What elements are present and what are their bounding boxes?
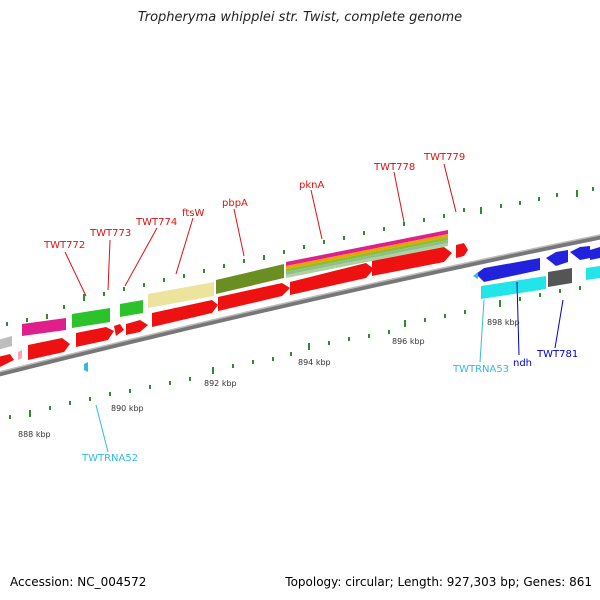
gene-label-pkna: pknA <box>299 180 324 191</box>
gene-label-twtrna53: TWTRNA53 <box>452 364 509 375</box>
gene-callouts <box>64 163 457 297</box>
gene-label-ndh: ndh <box>513 358 532 369</box>
gene-label-twt779: TWT779 <box>423 152 465 163</box>
scale-label-890: 890 kbp <box>111 404 144 413</box>
gene-label-twt774: TWT774 <box>135 217 177 228</box>
gene-magenta <box>22 318 66 336</box>
gene-grey-left <box>0 336 12 350</box>
gene-khaki <box>148 282 214 308</box>
scale-label-894: 894 kbp <box>298 358 331 367</box>
gene-label-pbpa: pbpA <box>222 198 248 209</box>
scale-label-898: 898 kbp <box>487 318 520 327</box>
accession-label: Accession: NC_004572 <box>10 575 147 589</box>
gene-label-twt781: TWT781 <box>536 349 578 360</box>
outer-tick-ring <box>6 187 594 326</box>
gene-label-ftsw: ftsW <box>182 208 204 219</box>
gene-green-1 <box>72 308 110 328</box>
gene-label-twt772: TWT772 <box>43 240 85 251</box>
scale-label-888: 888 kbp <box>18 430 51 439</box>
gene-features <box>0 230 600 372</box>
gene-olive <box>216 264 284 294</box>
inner-tick-ring <box>9 286 581 419</box>
gene-label-twt773: TWT773 <box>89 228 131 239</box>
topology-label: Topology: circular; Length: 927,303 bp; … <box>285 575 592 589</box>
scale-label-892: 892 kbp <box>204 379 237 388</box>
gene-label-twt778: TWT778 <box>373 162 415 173</box>
map-title: Tropheryma whipplei str. Twist, complete… <box>137 10 463 25</box>
gene-green-2 <box>120 300 143 317</box>
gene-label-twtrna52: TWTRNA52 <box>81 453 138 464</box>
genome-backbone <box>0 234 600 377</box>
scale-label-896: 896 kbp <box>392 337 425 346</box>
